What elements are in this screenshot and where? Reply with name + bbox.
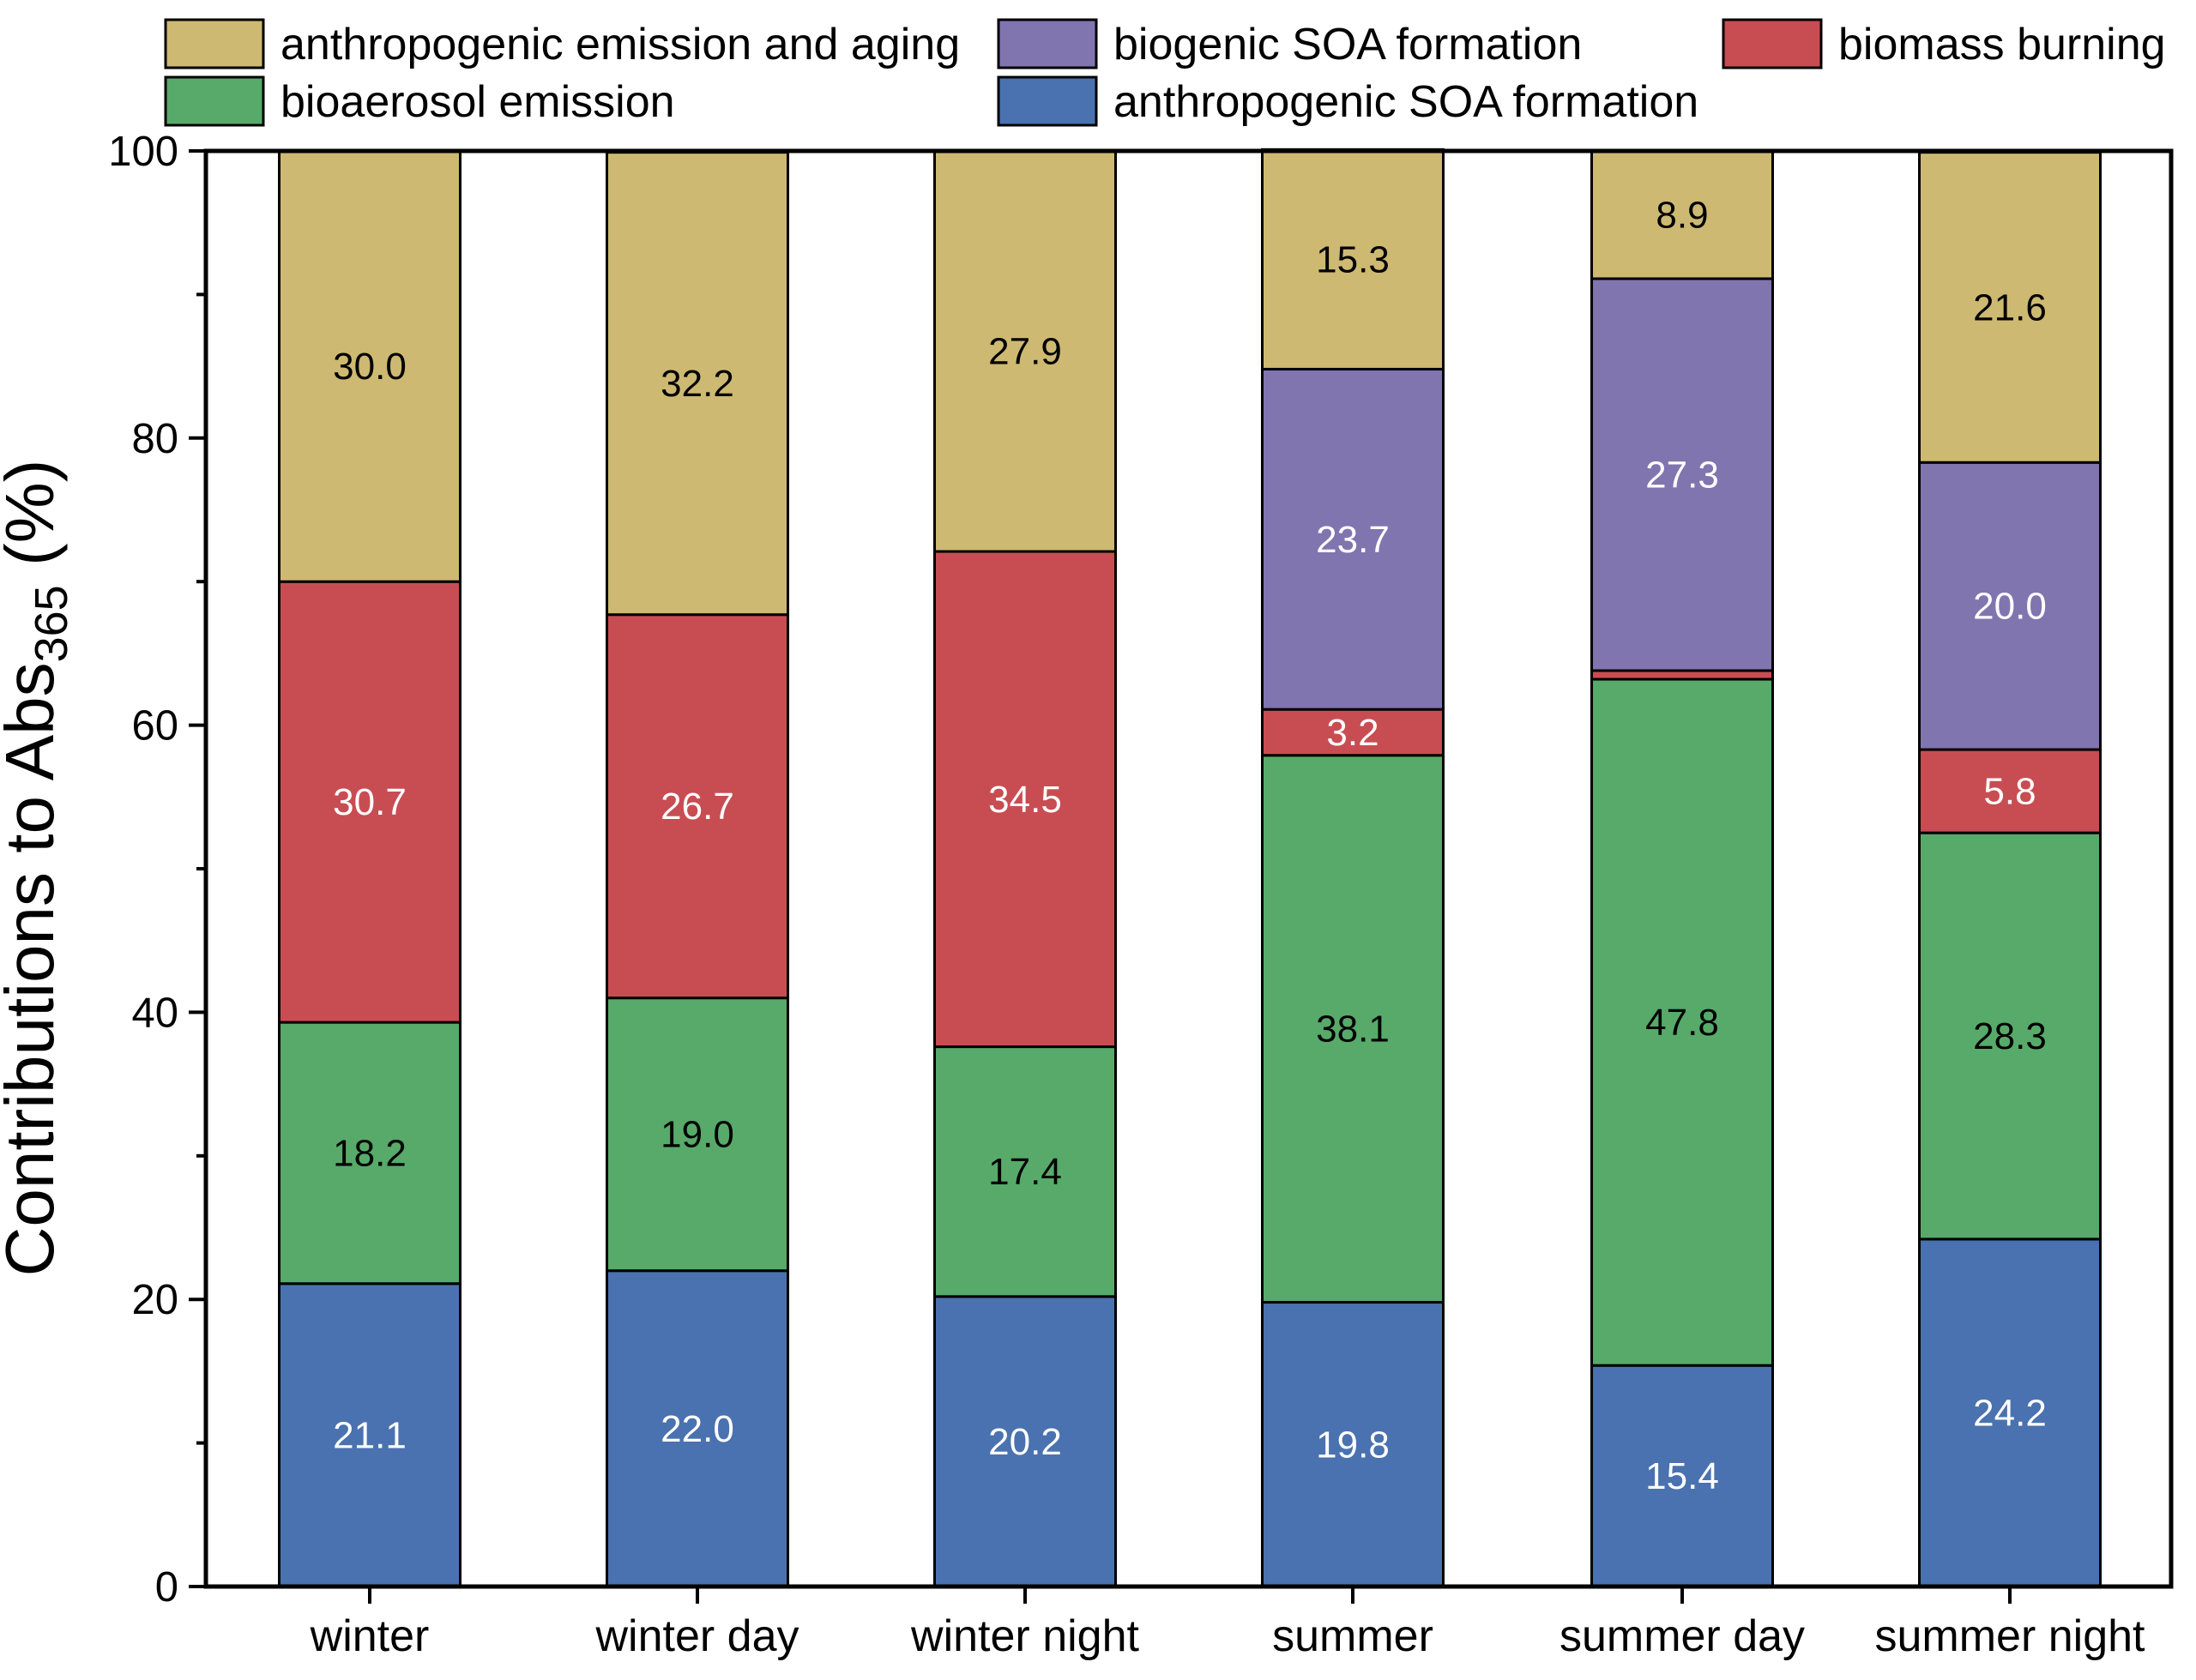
bar-segment-anthropogenic-soa-formation <box>606 1269 789 1588</box>
data-label: 23.7 <box>1316 519 1390 561</box>
data-label: 26.7 <box>661 786 734 828</box>
bar-segment-anthropogenic-soa-formation <box>278 1282 462 1588</box>
data-label: 32.2 <box>661 363 734 405</box>
bar-segment-biomass-burning <box>1918 748 2102 834</box>
legend-label: biomass burning <box>1838 20 2166 69</box>
data-label: 20.2 <box>988 1421 1062 1463</box>
bar-segment-biogenic-soa-formation <box>1590 277 1774 672</box>
bar-segment-anthropogenic-emission-and-aging <box>933 149 1117 553</box>
legend-label: anthropogenic SOA formation <box>1113 77 1698 127</box>
bar-segment-anthropogenic-soa-formation <box>1261 1301 1445 1588</box>
legend-swatch <box>164 18 265 69</box>
plot-frame <box>203 148 2174 1589</box>
data-label: 21.1 <box>333 1414 407 1456</box>
bar-segment-biomass-burning <box>933 550 1117 1049</box>
legend-swatch <box>1722 18 1823 69</box>
data-label: 19.8 <box>1316 1424 1390 1466</box>
x-tick-label: winter day <box>595 1611 799 1661</box>
bar-segment-biomass-burning <box>606 613 789 1000</box>
data-label: 34.5 <box>988 779 1062 821</box>
y-tick-label: 80 <box>131 416 178 462</box>
data-label: 30.0 <box>333 346 407 388</box>
data-label: 22.0 <box>661 1408 734 1450</box>
bar-segment-biomass-burning <box>1261 708 1445 757</box>
y-tick-label: 0 <box>155 1564 178 1611</box>
bar-segment-anthropogenic-emission-and-aging <box>606 151 789 617</box>
x-tick-label: summer night <box>1875 1611 2146 1661</box>
bar-segment-bioaerosol-emission <box>606 997 789 1273</box>
legend-item: anthropogenic SOA formation <box>997 75 1698 127</box>
data-label: 47.8 <box>1645 1002 1719 1044</box>
legend-swatch <box>997 75 1098 127</box>
data-label: 15.3 <box>1316 238 1390 280</box>
legend-label: biogenic SOA formation <box>1113 20 1582 69</box>
bar-segment-anthropogenic-soa-formation <box>1590 1364 1774 1588</box>
data-label: 3.2 <box>1326 712 1379 754</box>
legend-item: anthropogenic emission and aging <box>164 18 960 69</box>
bar-segment-anthropogenic-emission-and-aging <box>1590 149 1774 280</box>
legend-item: bioaerosol emission <box>164 75 675 127</box>
bar-segment-biogenic-soa-formation <box>1261 367 1445 711</box>
bar-segment-bioaerosol-emission <box>933 1045 1117 1298</box>
bar-segment-anthropogenic-emission-and-aging <box>1261 148 1445 370</box>
bar-segment-biomass-burning <box>1590 669 1774 681</box>
legend-swatch <box>997 18 1098 69</box>
bar-segment-biogenic-soa-formation <box>1918 461 2102 751</box>
data-label: 15.4 <box>1645 1455 1719 1497</box>
data-label: 24.2 <box>1973 1392 2047 1434</box>
bar-segment-bioaerosol-emission <box>1918 831 2102 1241</box>
bars: 21.1 18.2 30.7 30.0 22.0 19.0 26.7 32.2 20.2 17.4… <box>278 148 2102 1588</box>
legend-label: bioaerosol emission <box>281 77 675 127</box>
data-label: 8.9 <box>1656 194 1708 236</box>
bar-segment-anthropogenic-emission-and-aging <box>1918 151 2102 464</box>
data-label: 21.6 <box>1973 286 2047 328</box>
x-tick-label: summer day <box>1560 1611 1805 1661</box>
data-label: 27.9 <box>988 331 1062 373</box>
data-label: 28.3 <box>1973 1015 2047 1057</box>
y-tick-label: 100 <box>108 129 178 175</box>
bar-segment-anthropogenic-emission-and-aging <box>278 149 462 583</box>
legend-label: anthropogenic emission and aging <box>281 20 960 69</box>
x-tick-label: summer <box>1272 1611 1433 1661</box>
data-label: 30.7 <box>333 781 407 823</box>
legend: anthropogenic emission and aging biogenic… <box>164 18 2166 127</box>
y-tick-label: 20 <box>131 1277 178 1323</box>
y-tick-label: 40 <box>131 990 178 1036</box>
data-label: 20.0 <box>1973 586 2047 628</box>
x-tick-label: winter night <box>910 1611 1139 1661</box>
data-label: 17.4 <box>988 1151 1062 1193</box>
data-label: 38.1 <box>1316 1009 1390 1051</box>
data-label: 5.8 <box>1983 771 2036 813</box>
bar-segment-bioaerosol-emission <box>1590 677 1774 1367</box>
legend-swatch <box>164 75 265 127</box>
data-label: 18.2 <box>333 1132 407 1174</box>
x-tick-label: winter <box>310 1611 430 1661</box>
bar-segment-bioaerosol-emission <box>278 1021 462 1286</box>
legend-item: biogenic SOA formation <box>997 18 1582 69</box>
y-tick-label: 60 <box>131 703 178 750</box>
y-axis-title: Contributions to Abs365 (%) <box>0 460 77 1277</box>
axes: 0 20 40 60 80 100 winter winter day winter night… <box>108 129 2174 1661</box>
legend-item: biomass burning <box>1722 18 2166 69</box>
data-label: 19.0 <box>661 1114 734 1156</box>
data-label: 27.3 <box>1645 454 1719 496</box>
